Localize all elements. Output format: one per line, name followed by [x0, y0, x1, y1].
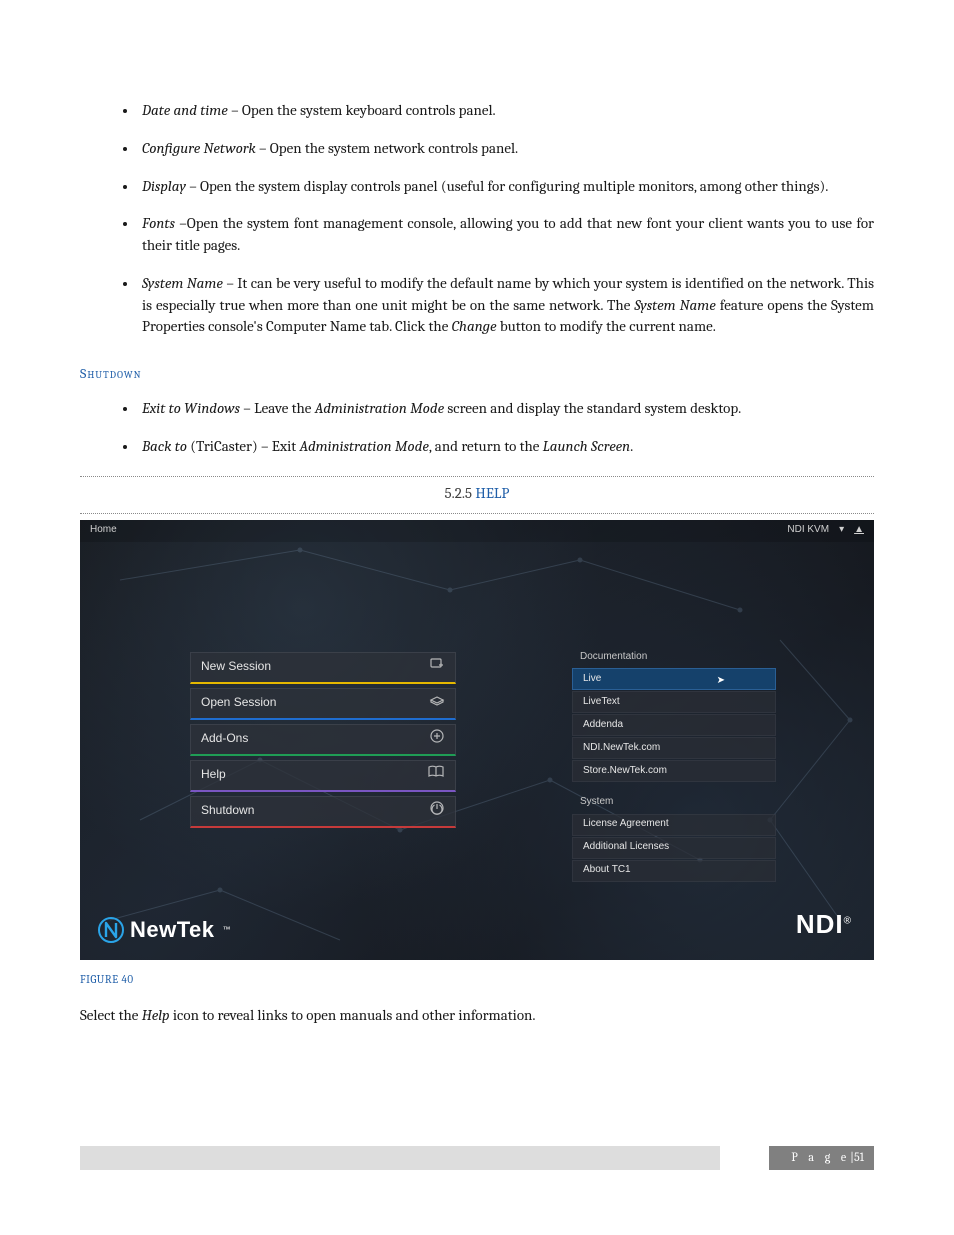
num: 51	[854, 1149, 864, 1166]
term: Fonts	[142, 214, 175, 232]
a: Select the	[80, 1006, 142, 1024]
label: Help	[201, 766, 226, 783]
ndi-text: NDI	[796, 909, 844, 939]
shutdown-bullet-list: Exit to Windows – Leave the Administrati…	[80, 398, 874, 458]
term3: Launch Screen	[543, 437, 631, 455]
panel-item-additional-licenses[interactable]: Additional Licenses	[572, 837, 776, 859]
term2: System Name	[634, 296, 715, 314]
mid: , and return to the	[429, 437, 543, 455]
closing-sentence: Select the Help icon to reveal links to …	[80, 1005, 874, 1027]
power-icon	[429, 800, 445, 821]
term: Configure Network	[142, 139, 256, 157]
help-icon	[427, 764, 445, 785]
ndi-kvm-label[interactable]: NDI KVM	[787, 523, 829, 538]
term: System Name	[142, 274, 223, 292]
label: NDI.NewTek.com	[583, 741, 660, 756]
rest: – Open the system network controls panel…	[256, 139, 518, 157]
bullet-fonts: Fonts –Open the system font management c…	[138, 213, 874, 257]
panel-item-store-link[interactable]: Store.NewTek.com	[572, 760, 776, 782]
tm-icon: ™	[223, 924, 232, 936]
ndi-logo: NDI®	[796, 906, 852, 944]
bullet-back-to: Back to (TriCaster) – Exit Administratio…	[138, 436, 874, 458]
bullet-configure-network: Configure Network – Open the system netw…	[138, 138, 874, 160]
registered-icon: ®	[844, 915, 852, 926]
term: Display	[142, 177, 186, 195]
b: icon to reveal links to open manuals and…	[170, 1006, 536, 1024]
menu-addons[interactable]: Add-Ons	[190, 724, 456, 756]
page-number: P a g e | 51	[769, 1146, 874, 1170]
label: Store.NewTek.com	[583, 764, 667, 779]
bullet-date-time: Date and time – Open the system keyboard…	[138, 100, 874, 122]
label: About TC1	[583, 863, 631, 878]
footer-bar	[80, 1146, 720, 1170]
top-bullet-list: Date and time – Open the system keyboard…	[80, 100, 874, 338]
label: License Agreement	[583, 817, 669, 832]
panel-item-addenda[interactable]: Addenda	[572, 714, 776, 736]
rest: screen and display the standard system d…	[444, 399, 741, 417]
help-panel: Documentation Live ➤ LiveText Addenda ND…	[572, 646, 776, 883]
bullet-display: Display – Open the system display contro…	[138, 176, 874, 198]
rest: .	[630, 437, 633, 455]
newtek-logo-icon	[98, 917, 124, 943]
label: Addenda	[583, 718, 623, 733]
term: Exit to Windows	[142, 399, 240, 417]
panel-header-documentation: Documentation	[572, 646, 776, 669]
help-heading-num: 5.2.5	[445, 484, 473, 502]
panel-item-live[interactable]: Live ➤	[572, 668, 776, 690]
home-link[interactable]: Home	[90, 523, 117, 538]
label: Shutdown	[201, 802, 254, 819]
label: Add-Ons	[201, 730, 248, 747]
dropdown-caret-icon[interactable]: ▾	[839, 523, 844, 538]
menu-open-session[interactable]: Open Session	[190, 688, 456, 720]
newtek-logo: NewTek ™	[98, 914, 231, 946]
help-heading-word: HELP	[475, 484, 509, 502]
panel-item-license[interactable]: License Agreement	[572, 814, 776, 836]
term: Help	[142, 1006, 170, 1024]
new-session-icon	[429, 656, 445, 677]
panel-item-about[interactable]: About TC1	[572, 860, 776, 882]
bullet-system-name: System Name – It can be very useful to m…	[138, 273, 874, 338]
addons-icon	[429, 728, 445, 749]
menu-help[interactable]: Help	[190, 760, 456, 792]
help-heading: 5.2.5 HELP	[80, 477, 874, 511]
help-screenshot: Home NDI KVM ▾ ▲ New Session Open Sessio…	[80, 520, 874, 960]
page-word: P a g e	[791, 1149, 850, 1166]
topbar: Home NDI KVM ▾ ▲	[80, 520, 874, 542]
eject-icon[interactable]: ▲	[854, 523, 864, 538]
footer: P a g e | 51	[80, 1146, 874, 1170]
label: Live	[583, 672, 601, 687]
figure-caption: FIGURE 40	[80, 972, 874, 988]
rest: – Open the system keyboard controls pane…	[228, 101, 496, 119]
panel-header-system: System	[572, 791, 776, 814]
page: Date and time – Open the system keyboard…	[0, 0, 954, 1190]
label: LiveText	[583, 695, 620, 710]
divider	[80, 513, 874, 514]
menu-column: New Session Open Session Add-Ons Help	[190, 652, 456, 832]
term: Date and time	[142, 101, 228, 119]
mid: – Leave the	[240, 399, 315, 417]
term2: Administration Mode	[315, 399, 444, 417]
rest: – Open the system display controls panel…	[186, 177, 828, 195]
label: New Session	[201, 658, 271, 675]
menu-shutdown[interactable]: Shutdown	[190, 796, 456, 828]
open-session-icon	[429, 692, 445, 713]
term3: Change	[452, 317, 497, 335]
bullet-exit-to-windows: Exit to Windows – Leave the Administrati…	[138, 398, 874, 420]
panel-item-livetext[interactable]: LiveText	[572, 691, 776, 713]
rest-c: button to modify the current name.	[497, 317, 716, 335]
label: Open Session	[201, 694, 276, 711]
shutdown-heading: Shutdown	[80, 364, 874, 384]
cursor-icon: ➤	[717, 674, 725, 689]
panel-item-ndi-link[interactable]: NDI.NewTek.com	[572, 737, 776, 759]
term2: Administration Mode	[299, 437, 428, 455]
rest: –Open the system font management console…	[142, 214, 874, 254]
label: Additional Licenses	[583, 840, 669, 855]
term: Back to	[142, 437, 190, 455]
plain: (TriCaster) – Exit	[190, 437, 299, 455]
menu-new-session[interactable]: New Session	[190, 652, 456, 684]
newtek-text: NewTek	[130, 914, 215, 946]
